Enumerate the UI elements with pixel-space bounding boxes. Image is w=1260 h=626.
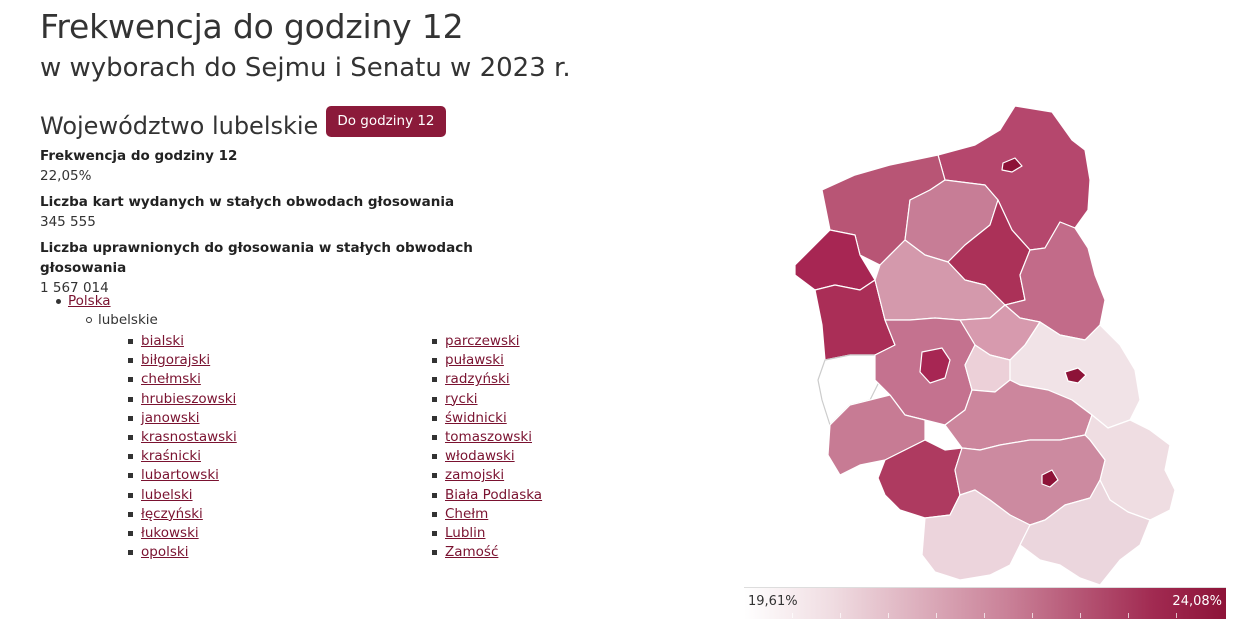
region-tree: Polska lubelskie bialski biłgorajski che… [54,292,628,562]
choropleth-map [794,105,1176,586]
country-link[interactable]: Polska [68,293,111,309]
list-item: rycki [432,390,542,409]
county-column-2: parczewski puławski radzyński rycki świd… [432,332,542,562]
county-link[interactable]: opolski [141,544,189,561]
list-item: opolski [128,543,237,562]
county-link[interactable]: świdnicki [445,409,507,426]
list-item: Zamość [432,543,542,562]
ballots-issued-label: Liczba kart wydanych w stałych obwodach … [40,194,455,210]
color-scale-bar [744,587,1226,619]
county-link[interactable]: rycki [445,390,478,407]
county-link[interactable]: parczewski [445,333,520,349]
map-region-tomaszowski[interactable] [1019,479,1151,586]
page-title: Frekwencja do godziny 12 [40,7,464,46]
county-link[interactable]: Chełm [445,505,489,522]
list-item: łęczyński [128,505,237,524]
county-link[interactable]: Biała Podlaska [445,486,543,503]
voivodeship-label: lubelskie [98,312,158,328]
legend-max-label: 24,08% [1172,594,1222,609]
list-item: chełmski [128,370,237,389]
turnout-value: 22,05% [40,168,92,184]
eligible-voters-value: 1 567 014 [40,280,109,296]
list-item: lubelski [128,486,237,505]
list-item: biłgorajski [128,351,237,370]
list-item: lubartowski [128,466,237,485]
list-item: łukowski [128,524,237,543]
list-item: krasnostawski [128,428,237,447]
map-region-chelm[interactable] [1064,367,1087,384]
county-link[interactable]: zamojski [445,467,505,484]
list-item: janowski [128,409,237,428]
list-item: Biała Podlaska [432,486,542,505]
list-item: Chełm [432,505,542,524]
list-item: hrubieszowski [128,390,237,409]
tree-item-voivodeship: lubelskie [68,311,628,330]
county-link[interactable]: łukowski [141,525,199,542]
color-scale-ticks [744,612,1226,618]
hour-select-button[interactable]: Do godziny 12 [326,105,446,137]
county-link[interactable]: łęczyński [141,505,203,522]
list-item: parczewski [432,332,542,351]
county-link[interactable]: janowski [141,409,200,426]
list-item: puławski [432,351,542,370]
list-item: tomaszowski [432,428,542,447]
county-link[interactable]: biłgorajski [141,352,211,369]
county-link[interactable]: Lublin [445,525,486,542]
county-link[interactable]: tomaszowski [445,429,532,446]
county-list: bialski biłgorajski chełmski hrubieszows… [68,332,628,562]
eligible-voters-label: Liczba uprawnionych do głosowania w stał… [40,240,473,276]
list-item: bialski [128,332,237,351]
list-item: kraśnicki [128,447,237,466]
county-link[interactable]: krasnostawski [141,429,237,446]
legend-min-label: 19,61% [748,594,798,609]
turnout-label: Frekwencja do godziny 12 [40,148,238,164]
color-scale-legend: 19,61% 24,08% [744,587,1226,619]
county-link[interactable]: puławski [445,352,504,369]
region-name: Województwo lubelskie [40,112,319,140]
list-item: włodawski [432,447,542,466]
county-link[interactable]: Zamość [445,544,499,561]
list-item: świdnicki [432,409,542,428]
stats-panel: Frekwencja do godziny 12 22,05% Liczba k… [40,146,560,304]
ballots-issued-value: 345 555 [40,214,96,230]
title-block: Frekwencja do godziny 12 w wyborach do S… [40,6,571,88]
list-item: radzyński [432,370,542,389]
map-region-biala-podlaska[interactable] [1001,157,1023,173]
county-link[interactable]: włodawski [445,448,515,465]
county-column-1: bialski biłgorajski chełmski hrubieszows… [128,332,237,562]
county-link[interactable]: chełmski [141,371,201,388]
county-link[interactable]: hrubieszowski [141,390,237,407]
list-item: Lublin [432,524,542,543]
list-item: zamojski [432,466,542,485]
map-region-zamosc[interactable] [1041,469,1059,488]
county-link[interactable]: bialski [141,333,184,349]
county-link[interactable]: kraśnicki [141,448,201,465]
county-link[interactable]: lubartowski [141,467,219,484]
county-link[interactable]: lubelski [141,486,193,503]
region-header: Województwo lubelskie Do godziny 12 [40,105,446,146]
county-link[interactable]: radzyński [445,371,510,388]
map-region-lublin[interactable] [919,347,951,384]
tree-item-country: Polska lubelskie bialski biłgorajski che… [54,292,628,562]
page-subtitle: w wyborach do Sejmu i Senatu w 2023 r. [40,53,571,83]
